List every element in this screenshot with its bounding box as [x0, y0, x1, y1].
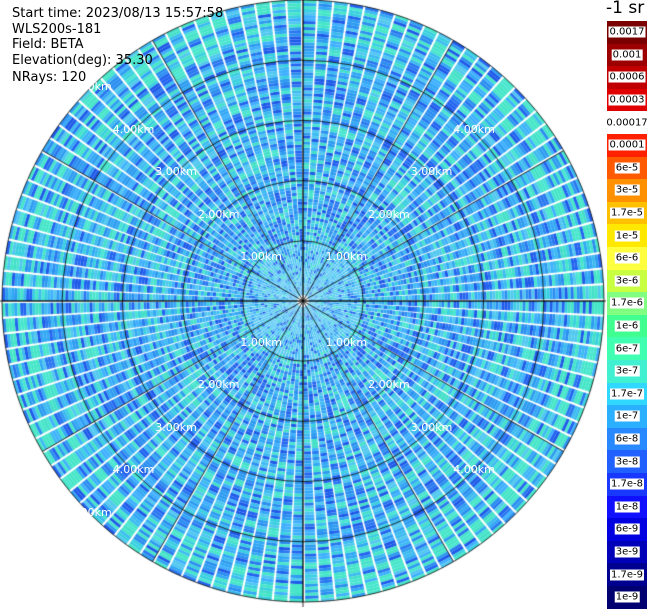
colorbar-tick-label: 0.001	[611, 49, 643, 61]
colorbar-cell: 1.7e-5	[607, 201, 647, 225]
range-label: 4.00km	[453, 463, 495, 477]
colorbar-tick-label: 3e-7	[614, 365, 640, 377]
colorbar-tick-label: 6e-9	[614, 523, 640, 535]
range-label: 2.00km	[368, 207, 410, 221]
colorbar-cell: 3e-7	[607, 360, 647, 383]
colorbar-cell: 1e-6	[607, 314, 647, 338]
colorbar-cell: 6e-6	[607, 247, 647, 270]
range-label: 3.00km	[155, 420, 197, 434]
colorbar-cell: 3e-8	[607, 450, 647, 473]
nrays-label: NRays: 120	[12, 70, 87, 85]
range-label: 2.00km	[197, 207, 240, 221]
colorbar-cell: 0.0003	[607, 88, 647, 112]
colorbar-tick-label: 6e-6	[614, 252, 640, 264]
colorbar-tick-label: 1.7e-8	[609, 478, 645, 490]
colorbar-tick-label: 6e-8	[614, 433, 640, 445]
range-label: 2.00km	[368, 378, 410, 392]
range-label: 1.00km	[240, 335, 282, 349]
colorbar-cell: 6e-8	[607, 427, 647, 451]
colorbar-tick-label: 3e-9	[614, 546, 640, 558]
colorbar-cell: 6e-7	[607, 337, 647, 360]
range-label: 1.00km	[325, 250, 368, 264]
colorbar-cell: 1.7e-7	[607, 382, 647, 406]
colorbar-cell: 6e-9	[607, 518, 647, 541]
colorbar-tick-label: 1e-6	[614, 320, 640, 332]
colorbar-cell: 1e-7	[607, 405, 647, 428]
field-label: Field: BETA	[12, 37, 84, 52]
colorbar-cell: 1.7e-9	[607, 563, 647, 586]
range-label: 1.00km	[325, 335, 368, 349]
colorbar-cell: 0.0017	[607, 21, 647, 44]
range-label: 5.00km	[70, 80, 112, 94]
colorbar-tick-label: 3e-5	[614, 184, 640, 196]
colorbar-cell: 0.0006	[607, 66, 647, 89]
range-label: 4.00km	[112, 463, 155, 477]
colorbar-cell: 6e-5	[607, 156, 647, 180]
range-label: 1.00km	[240, 250, 282, 264]
colorbar-cell: 1e-8	[607, 495, 647, 519]
colorbar-cell: 0.00017	[605, 111, 647, 134]
colorbar-tick-label: 1.7e-5	[609, 207, 645, 219]
colorbar-tick-label: 1.7e-9	[609, 569, 645, 581]
colorbar-cell: 1e-5	[607, 224, 647, 247]
colorbar-tick-label: 1.7e-7	[609, 388, 645, 400]
colorbar-tick-label: 0.0001	[608, 139, 646, 151]
colorbar-cell: 1e-9	[607, 586, 647, 609]
instrument-label: WLS200s-181	[12, 22, 102, 37]
colorbar-cell: 3e-6	[607, 269, 647, 293]
range-label: 3.00km	[155, 165, 197, 179]
range-label: 2.00km	[197, 378, 240, 392]
colorbar-tick-label: 6e-5	[614, 162, 640, 174]
colorbar-tick-label: 3e-8	[614, 456, 640, 468]
colorbar-tick-label: 1e-5	[614, 230, 640, 242]
colorbar-tick-label: 0.0017	[608, 26, 646, 38]
colorbar-cell: 3e-9	[607, 540, 647, 564]
colorbar-tick-label: 0.0003	[608, 94, 646, 106]
colorbar-tick-label: 0.00017	[605, 117, 647, 129]
colorbar-tick-label: 1e-9	[614, 591, 640, 603]
elevation-label: Elevation(deg): 35.30	[12, 53, 153, 68]
range-label: 4.00km	[112, 122, 155, 136]
colorbar-cell: 1.7e-8	[607, 473, 647, 496]
start-time-label: Start time: 2023/08/13 15:57:58	[12, 6, 224, 21]
colorbar-cell: 0.001	[607, 43, 647, 67]
range-label: 3.00km	[410, 165, 453, 179]
colorbar-tick-label: 1.7e-6	[609, 297, 645, 309]
colorbar-unit-label: -1 sr	[606, 0, 645, 18]
colorbar-cell: 3e-5	[607, 179, 647, 202]
colorbar-tick-label: 3e-6	[614, 275, 640, 287]
range-label: 3.00km	[410, 420, 453, 434]
colorbar-tick-label: 1e-7	[614, 410, 640, 422]
colorbar-cell: 0.0001	[607, 134, 647, 157]
colorbar-cell: 1.7e-6	[607, 292, 647, 315]
colorbar-tick-label: 6e-7	[614, 343, 640, 355]
colorbar-tick-label: 1e-8	[614, 501, 640, 513]
range-label: 4.00km	[453, 122, 495, 136]
range-label: 5.00km	[70, 505, 112, 519]
colorbar-tick-label: 0.0006	[608, 71, 646, 83]
